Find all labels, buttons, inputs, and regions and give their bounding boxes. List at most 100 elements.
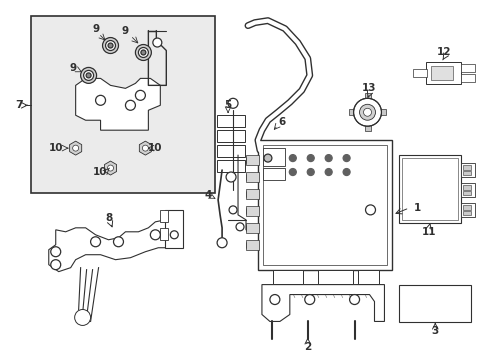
Bar (462, 205, 470, 210)
Circle shape (51, 260, 61, 270)
Bar (245, 223, 259, 233)
Circle shape (73, 145, 79, 151)
Bar (460, 203, 474, 217)
Text: 5: 5 (224, 100, 231, 110)
Bar (399, 155, 460, 223)
Bar (462, 185, 470, 190)
Circle shape (365, 205, 375, 215)
Circle shape (51, 247, 61, 257)
Circle shape (95, 95, 105, 105)
Circle shape (343, 168, 349, 176)
Bar (245, 189, 259, 199)
Bar (245, 155, 259, 165)
Bar (217, 160, 244, 172)
Bar (460, 183, 474, 197)
Bar (263, 168, 285, 180)
Text: 6: 6 (278, 117, 285, 127)
Bar (402, 158, 457, 220)
Circle shape (269, 294, 279, 305)
Circle shape (102, 37, 118, 54)
Circle shape (81, 67, 96, 84)
Text: 9: 9 (69, 63, 76, 73)
Circle shape (108, 43, 113, 48)
Text: 11: 11 (421, 227, 436, 237)
Polygon shape (139, 141, 151, 155)
Bar (258, 140, 392, 270)
Circle shape (306, 154, 314, 162)
Polygon shape (49, 220, 178, 272)
Bar (412, 69, 427, 77)
Circle shape (289, 154, 296, 162)
Text: 13: 13 (362, 84, 376, 93)
Bar (272, 270, 302, 284)
Circle shape (135, 90, 145, 100)
Text: 4: 4 (204, 190, 211, 200)
Circle shape (304, 294, 314, 305)
Circle shape (135, 45, 151, 60)
Polygon shape (76, 78, 160, 130)
Text: 9: 9 (122, 26, 129, 36)
Polygon shape (104, 161, 116, 175)
Bar (165, 210, 183, 248)
Bar (364, 117, 370, 131)
Text: 10: 10 (93, 167, 107, 177)
Circle shape (170, 231, 178, 239)
Bar (348, 109, 362, 115)
Bar (160, 210, 168, 222)
Bar (462, 171, 470, 175)
Circle shape (105, 41, 115, 50)
Bar (317, 270, 352, 284)
Text: 9: 9 (92, 24, 99, 33)
Bar (263, 145, 386, 265)
Bar (357, 270, 379, 284)
Circle shape (83, 71, 93, 80)
Circle shape (353, 98, 381, 126)
Bar (160, 228, 168, 240)
Bar (31, 15, 215, 193)
Circle shape (227, 98, 238, 108)
Bar (399, 285, 470, 323)
Bar (460, 64, 474, 72)
Circle shape (325, 154, 331, 162)
Bar (245, 206, 259, 216)
Bar (217, 145, 244, 157)
Bar (364, 93, 370, 107)
Bar (460, 75, 474, 82)
Text: 10: 10 (48, 143, 63, 153)
Circle shape (113, 237, 123, 247)
Circle shape (228, 206, 237, 214)
Bar (462, 191, 470, 195)
Circle shape (264, 154, 271, 162)
Bar (245, 240, 259, 250)
Circle shape (141, 50, 145, 55)
Bar (460, 163, 474, 177)
Circle shape (86, 73, 91, 78)
Circle shape (107, 165, 113, 171)
Polygon shape (69, 141, 81, 155)
Polygon shape (262, 285, 384, 321)
Circle shape (125, 100, 135, 110)
Circle shape (306, 168, 314, 176)
Circle shape (153, 38, 162, 47)
Text: 12: 12 (436, 48, 450, 58)
Text: 7: 7 (15, 100, 23, 110)
Circle shape (363, 108, 371, 116)
Circle shape (359, 104, 375, 120)
Text: 8: 8 (105, 213, 112, 223)
Bar (263, 148, 285, 166)
Circle shape (150, 230, 160, 240)
Circle shape (90, 237, 101, 247)
Circle shape (225, 172, 236, 182)
Bar (217, 130, 244, 142)
Bar (462, 211, 470, 215)
Text: 2: 2 (304, 342, 311, 352)
Bar (245, 172, 259, 182)
Text: 3: 3 (431, 327, 438, 336)
Circle shape (289, 168, 296, 176)
Bar (430, 67, 452, 80)
Text: 1: 1 (413, 203, 420, 213)
Circle shape (217, 238, 226, 248)
Circle shape (349, 294, 359, 305)
Bar (217, 115, 244, 127)
Bar (462, 165, 470, 170)
